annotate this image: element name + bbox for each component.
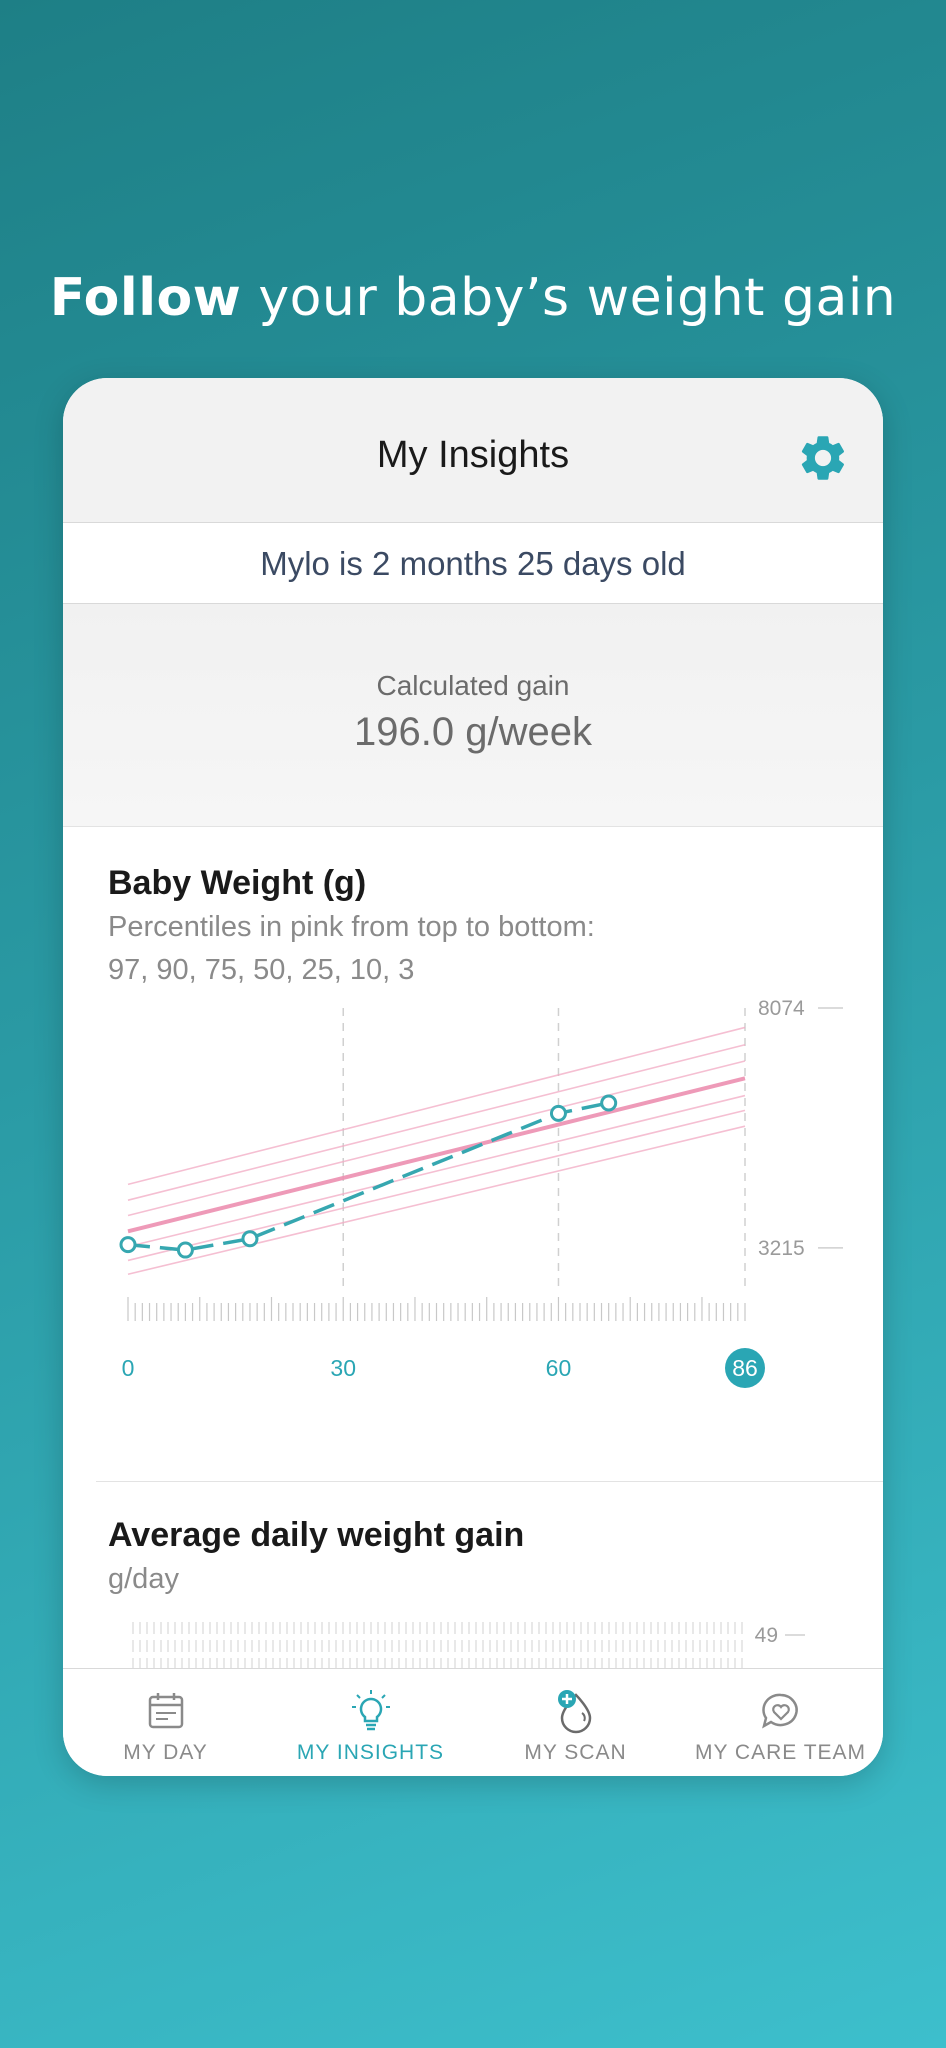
percentile-50-line (127, 1076, 746, 1234)
baby-weight-point[interactable] (176, 1241, 194, 1259)
nav-bar: My Insights (63, 378, 883, 523)
tab-my-day-label: MY DAY (123, 1741, 208, 1764)
percentile-line (127, 1125, 746, 1276)
tab-my-insights-label: MY INSIGHTS (296, 1741, 445, 1764)
baby-weight-point[interactable] (600, 1094, 618, 1112)
weight-card-title: Baby Weight (g) (108, 864, 367, 902)
tab-my-scan[interactable]: MY SCAN (473, 1669, 678, 1776)
heart-chat-icon (761, 1693, 798, 1729)
percentile-line (127, 1043, 746, 1201)
lightbulb-icon (351, 1690, 390, 1731)
calendar-icon (148, 1693, 183, 1729)
baby-weight-point[interactable] (241, 1230, 259, 1248)
tab-my-day[interactable]: MY DAY (63, 1669, 268, 1776)
weight-card-subtitle-1: Percentiles in pink from top to bottom: (108, 911, 595, 943)
daily-gain-title: Average daily weight gain (108, 1516, 525, 1554)
app-screen: My Insights Mylo is 2 months 25 days old… (63, 378, 883, 1776)
calculated-gain-panel: Calculated gain 196.0 g/week (63, 604, 883, 827)
percentile-line (127, 1094, 746, 1248)
baby-age-text: Mylo is 2 months 25 days old (260, 545, 686, 582)
baby-weight-point[interactable] (549, 1104, 567, 1122)
gear-icon (801, 436, 845, 480)
tab-my-care-team-label: MY CARE TEAM (694, 1741, 867, 1764)
scan-drop-icon (557, 1690, 591, 1734)
x-tick-label: 60 (546, 1355, 572, 1381)
daily-gain-chart[interactable]: 49 (63, 1608, 883, 1668)
baby-weight-line (127, 1101, 610, 1252)
tab-my-scan-label: MY SCAN (524, 1741, 627, 1764)
tab-my-care-team[interactable]: MY CARE TEAM (678, 1669, 883, 1776)
calculated-gain-label: Calculated gain (376, 670, 570, 701)
bottom-tab-bar: MY DAY MY INSIGHTS MY S (63, 1668, 883, 1776)
baby-age-bar: Mylo is 2 months 25 days old (63, 523, 883, 604)
current-day-marker[interactable] (725, 1348, 765, 1388)
x-tick-label: 0 (122, 1355, 135, 1381)
promo-headline: Follow your baby’s weight gain (0, 268, 946, 328)
promo-headline-rest: your baby’s weight gain (241, 268, 897, 328)
page-title: My Insights (376, 434, 570, 476)
x-tick-label-current: 86 (732, 1355, 758, 1381)
section-divider (96, 1481, 883, 1482)
tab-my-insights[interactable]: MY INSIGHTS (268, 1669, 473, 1776)
y-tick-label: 8074 (758, 998, 805, 1020)
promo-headline-bold: Follow (49, 268, 242, 328)
y-tick-label: 3215 (758, 1237, 805, 1260)
calculated-gain-value: 196.0 g/week (354, 710, 592, 754)
baby-weight-point[interactable] (119, 1236, 137, 1254)
weight-chart[interactable]: 8074 3215 0 30 60 86 (63, 998, 883, 1428)
weight-card-subtitle-2: 97, 90, 75, 50, 25, 10, 3 (108, 954, 415, 986)
daily-gain-subtitle: g/day (108, 1563, 179, 1595)
daily-gain-y-tick: 49 (755, 1624, 778, 1647)
percentile-line (127, 1026, 746, 1186)
percentile-line (127, 1060, 746, 1217)
percentile-line (127, 1109, 746, 1262)
x-tick-label: 30 (330, 1355, 356, 1381)
settings-button[interactable] (793, 428, 853, 488)
